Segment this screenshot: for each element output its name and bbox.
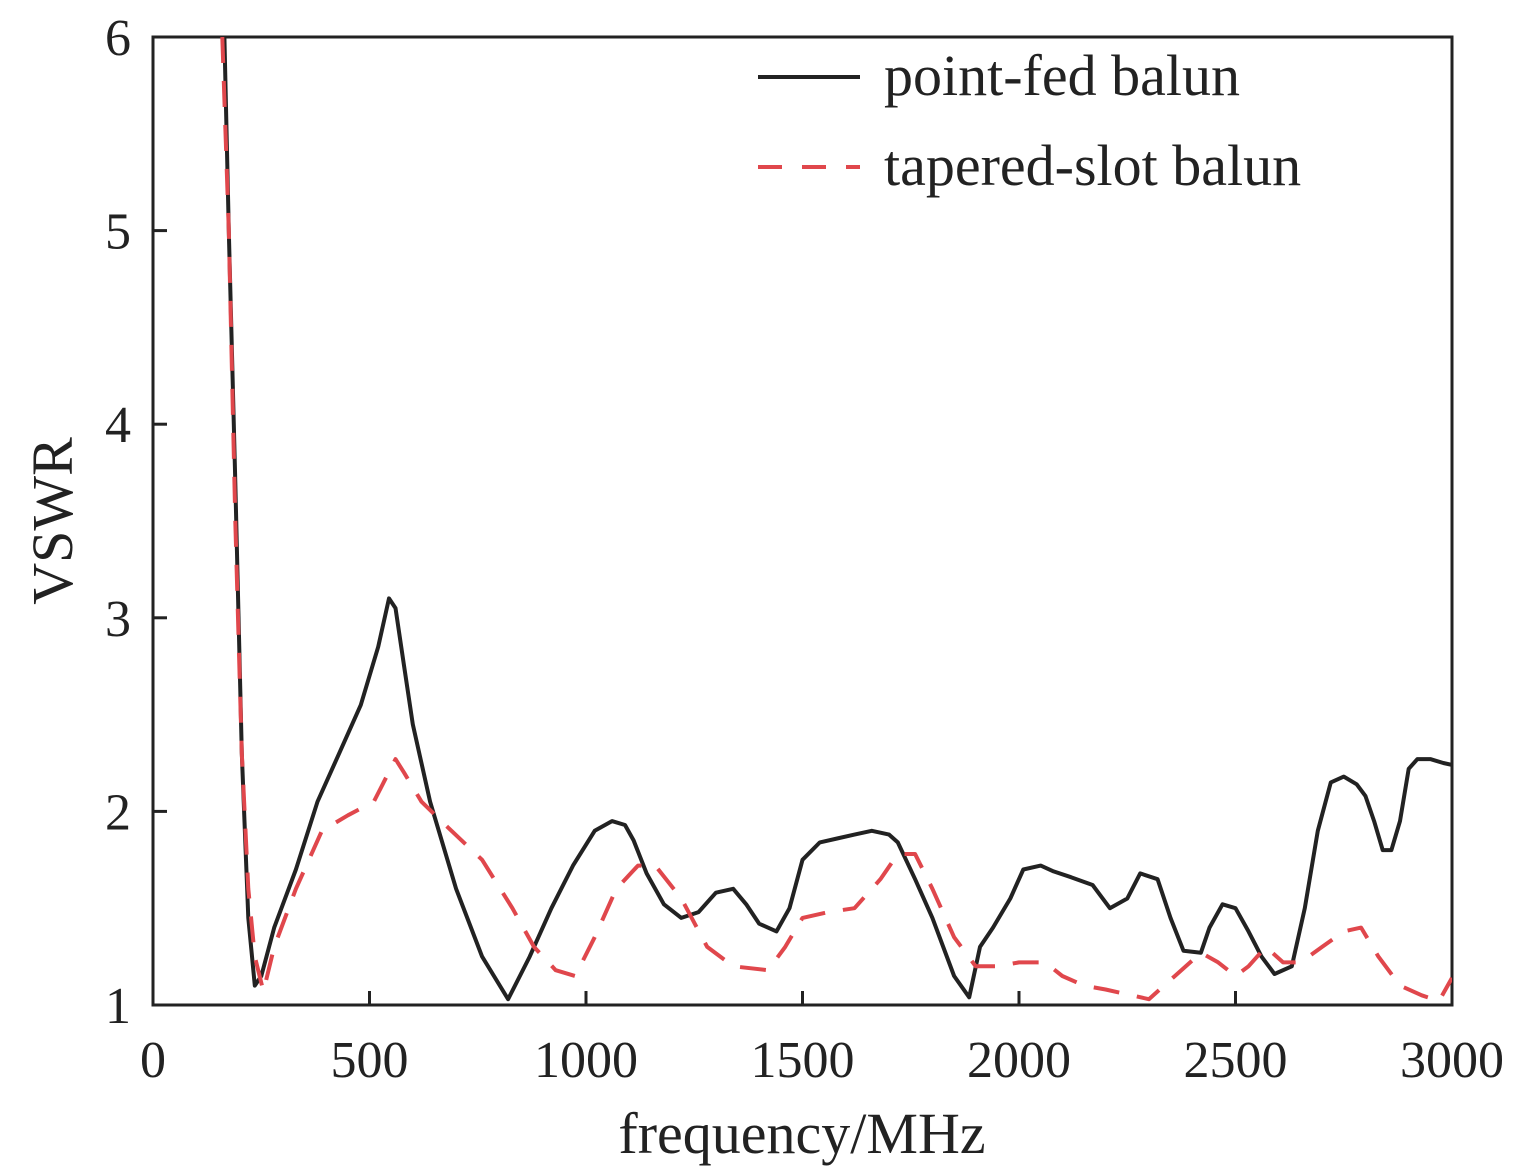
x-tick-label: 1500: [751, 1032, 855, 1089]
x-tick-label: 2500: [1184, 1032, 1288, 1089]
x-axis-ticks: 0 500 1000 1500 2000 2500 3000: [140, 991, 1504, 1089]
series-line-point-fed-balun: [222, 37, 1452, 1002]
y-axis-title: VSWR: [20, 437, 85, 605]
y-tick-label: 3: [105, 591, 131, 648]
y-tick-label: 4: [105, 397, 131, 454]
x-tick-label: 3000: [1400, 1032, 1504, 1089]
legend-label-tapered-slot: tapered-slot balun: [884, 133, 1301, 198]
series-line-tapered-slot-balun: [220, 37, 1452, 1004]
x-axis-title: frequency/MHz: [618, 1101, 985, 1166]
y-tick-label: 5: [105, 204, 131, 261]
series-layer: [220, 37, 1452, 1004]
x-tick-label: 1000: [534, 1032, 638, 1089]
y-tick-label: 6: [105, 10, 131, 67]
y-tick-label: 2: [105, 784, 131, 841]
legend: point-fed balun tapered-slot balun: [758, 43, 1301, 198]
y-tick-label: 1: [105, 978, 131, 1035]
y-axis-ticks: 1 2 3 4 5 6: [105, 10, 167, 1035]
legend-label-point-fed: point-fed balun: [884, 43, 1240, 108]
x-tick-label: 0: [140, 1032, 166, 1089]
x-tick-label: 2000: [967, 1032, 1071, 1089]
x-tick-label: 500: [331, 1032, 409, 1089]
